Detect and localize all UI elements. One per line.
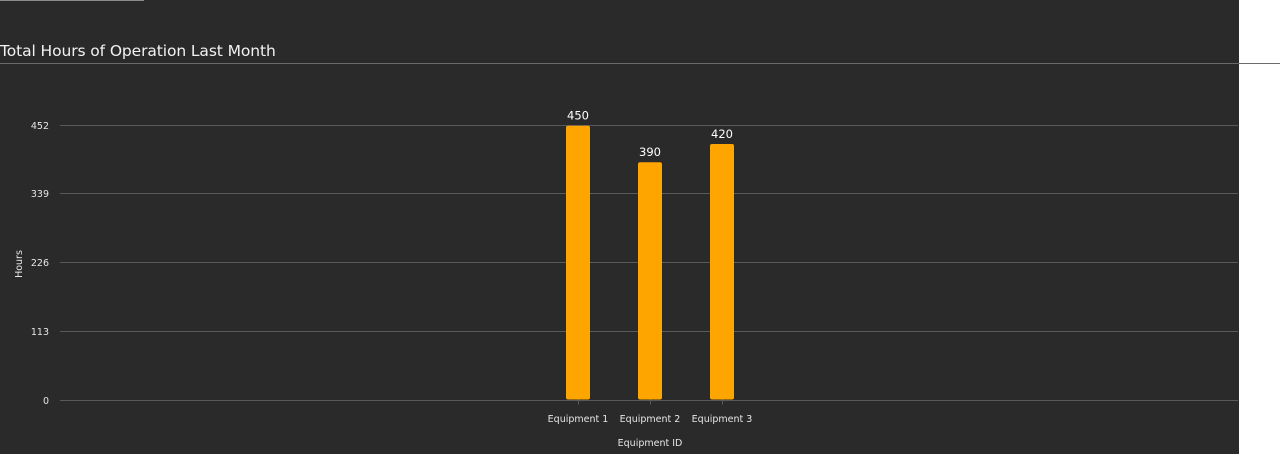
bar-3 <box>710 143 734 400</box>
y-axis-title: Hours <box>14 250 25 278</box>
y-tick-label-1: 113 <box>31 327 49 338</box>
bar-1 <box>566 125 590 400</box>
top-strip-divider <box>0 0 144 1</box>
data-labels: 450 390 420 <box>567 109 733 160</box>
y-tick-label-4: 452 <box>31 121 49 132</box>
data-label-3: 420 <box>711 127 733 141</box>
chart-panel: Total Hours of Operation Last Month <box>0 0 1239 454</box>
title-divider <box>0 63 1280 64</box>
y-tick-label-3: 339 <box>31 189 49 200</box>
x-tick-label-2: Equipment 2 <box>620 414 681 425</box>
x-axis-title: Equipment ID <box>618 438 683 449</box>
bars <box>566 125 734 400</box>
y-axis-ticks: 0 113 226 339 452 <box>31 121 49 407</box>
y-tick-label-0: 0 <box>43 396 49 407</box>
data-label-2: 390 <box>639 145 661 159</box>
chart-title: Total Hours of Operation Last Month <box>0 42 276 60</box>
x-axis-ticks: Equipment 1 Equipment 2 Equipment 3 <box>548 399 753 425</box>
bar-2 <box>638 162 662 400</box>
x-tick-label-1: Equipment 1 <box>548 414 609 425</box>
x-tick-label-3: Equipment 3 <box>692 414 753 425</box>
y-tick-label-2: 226 <box>31 258 49 269</box>
data-label-1: 450 <box>567 109 589 123</box>
